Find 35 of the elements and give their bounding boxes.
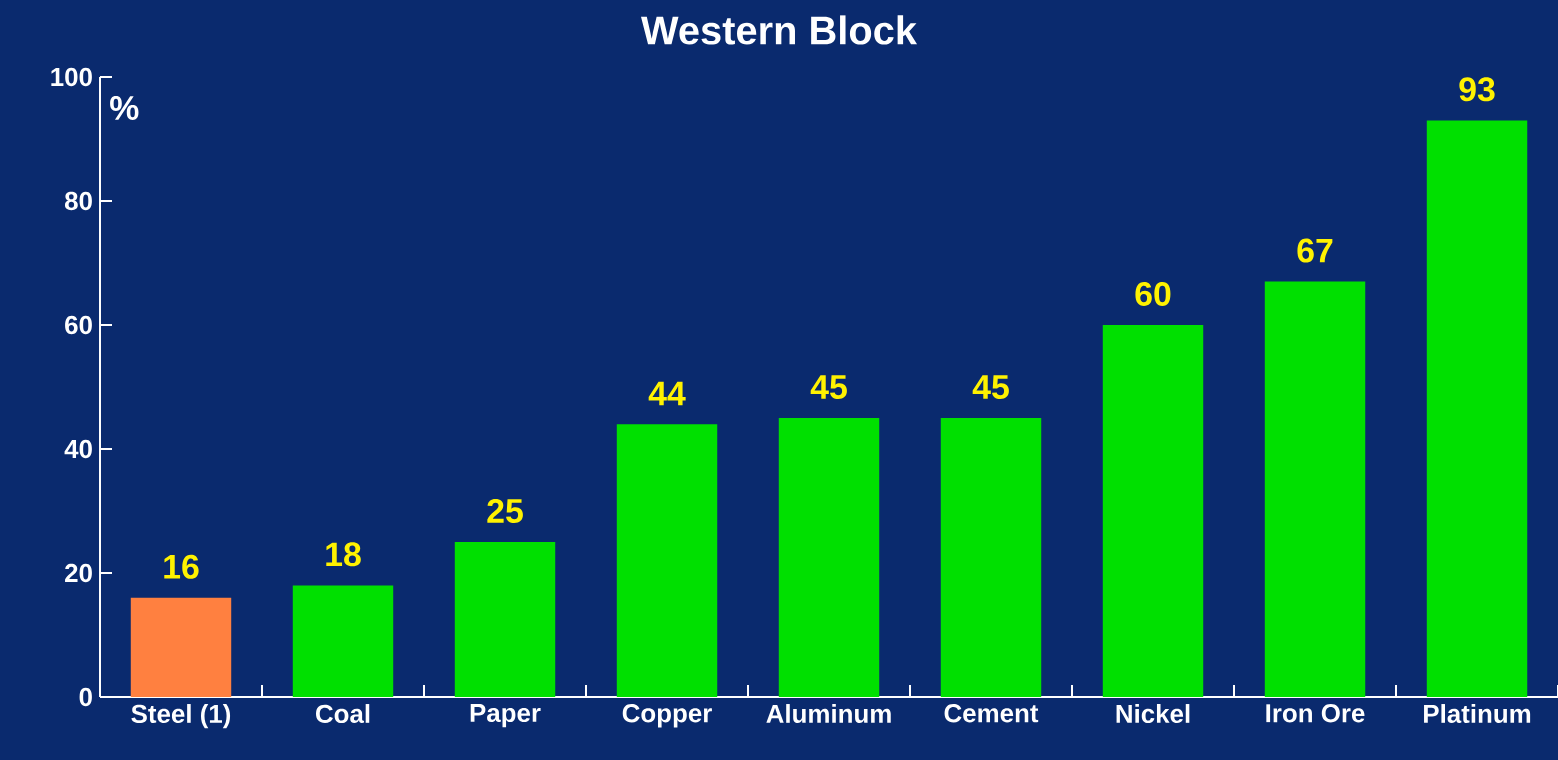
- data-label: 16: [164, 554, 199, 579]
- x-tick-label: Coal: [316, 704, 370, 724]
- chart-title: Western Block: [640, 15, 918, 45]
- x-tick-label: Cement: [944, 704, 1039, 723]
- data-label: 60: [1135, 281, 1171, 306]
- bar: [1426, 120, 1528, 697]
- x-tick-label: Paper: [470, 704, 541, 728]
- y-tick-label: 0: [79, 687, 92, 707]
- x-tick-label: Steel (1): [131, 704, 231, 729]
- x-tick-label: Aluminum: [766, 704, 891, 724]
- data-label: 18: [326, 542, 361, 567]
- y-tick-label: 20: [65, 563, 92, 583]
- x-tick-label: Copper: [622, 704, 712, 728]
- y-tick-label: 80: [64, 191, 92, 211]
- y-tick-label: 40: [64, 439, 92, 459]
- bar: [616, 424, 718, 697]
- x-tick-label: Platinum: [1424, 704, 1531, 724]
- data-label: 67: [1297, 238, 1333, 263]
- data-label: 93: [1459, 77, 1495, 102]
- bar: [778, 418, 880, 697]
- data-label: 45: [972, 375, 1009, 399]
- y-tick-label: 60: [65, 315, 92, 335]
- bar: [130, 597, 232, 697]
- bar: [1102, 324, 1204, 697]
- bar: [292, 585, 394, 697]
- bar: [1264, 281, 1366, 697]
- x-tick-label: Nickel: [1116, 704, 1190, 724]
- bar: [940, 418, 1042, 697]
- data-label: 44: [648, 381, 686, 406]
- x-tick-label: Iron Ore: [1266, 704, 1365, 723]
- y-tick-label: 100: [51, 67, 92, 87]
- bar: [454, 542, 556, 697]
- data-label: 25: [487, 498, 523, 523]
- data-label: 45: [810, 375, 847, 399]
- y-axis-title: %: [110, 96, 139, 120]
